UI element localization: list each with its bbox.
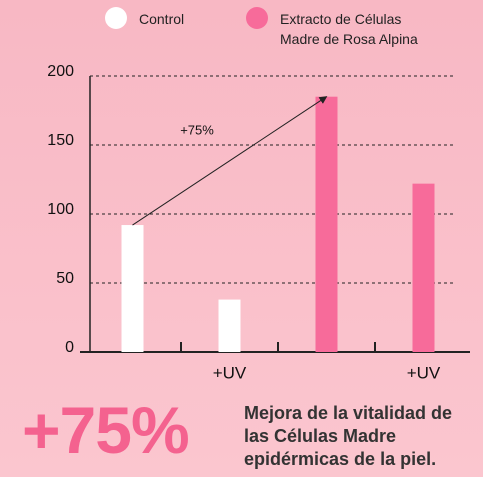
annotation: +75% <box>180 122 214 137</box>
highlight-number: +75% <box>22 393 190 467</box>
y-tick-label: 200 <box>47 63 74 80</box>
bar <box>412 183 435 352</box>
bar <box>315 96 338 352</box>
caption-line: las Células Madre <box>244 426 397 446</box>
arrow <box>132 96 328 226</box>
y-tick-label: 150 <box>47 132 74 149</box>
legend-label: Extracto de Células Madre de Rosa Alpina <box>280 11 418 47</box>
x-tick-label: +UV <box>407 363 441 382</box>
caption-line: epidérmicas de la piel. <box>244 449 437 469</box>
bar <box>218 299 241 352</box>
x-tick-label: +UV <box>213 363 247 382</box>
y-tick-label: 50 <box>56 270 74 287</box>
legend-swatch <box>246 7 268 29</box>
y-tick-label: 0 <box>65 339 74 356</box>
legend-label: Control <box>139 11 185 27</box>
chart: 0 50 100 150 200 +UV +UV +75% <box>47 63 470 382</box>
bar <box>121 225 144 352</box>
legend-swatch <box>105 7 127 29</box>
caption: Mejora de la vitalidad de las Células Mad… <box>244 402 452 471</box>
y-tick-label: 100 <box>47 201 74 218</box>
caption-line: Mejora de la vitalidad de <box>244 403 453 423</box>
legend-item: Control <box>105 7 185 29</box>
legend-item: Extracto de Células Madre de Rosa Alpina <box>246 7 440 49</box>
